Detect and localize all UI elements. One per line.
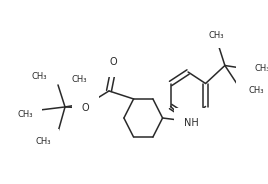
- Text: CH₃: CH₃: [71, 75, 87, 84]
- Text: CH₃: CH₃: [35, 137, 51, 146]
- Text: NH: NH: [184, 118, 198, 128]
- Text: CH₃: CH₃: [32, 72, 47, 82]
- Text: CH₃: CH₃: [18, 110, 34, 119]
- Text: CH₃: CH₃: [208, 31, 224, 40]
- Text: O: O: [110, 57, 117, 67]
- Text: CH₃: CH₃: [255, 64, 268, 73]
- Text: O: O: [81, 103, 89, 113]
- Text: CH₃: CH₃: [249, 86, 264, 95]
